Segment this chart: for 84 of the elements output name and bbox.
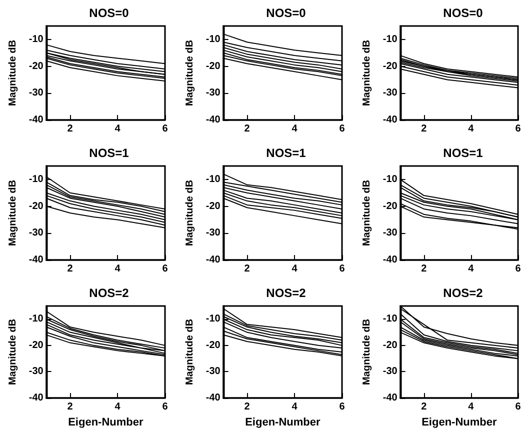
y-tick-label: -30 [28, 366, 44, 378]
y-tick-label: -40 [206, 254, 221, 266]
y-tick-label: -30 [206, 228, 221, 239]
y-tick-label: -10 [382, 174, 398, 185]
x-tick-label: 6 [339, 402, 346, 412]
x-axis-title: Eigen-Number [245, 416, 321, 428]
x-tick-label: 6 [162, 124, 168, 134]
x-tick-label: 6 [162, 402, 168, 412]
y-tick-label: -40 [206, 114, 221, 126]
chart-title: NOS=1 [443, 146, 484, 160]
y-axis-title: Magnitude dB [362, 180, 372, 246]
x-tick-label: 4 [292, 124, 298, 134]
x-tick-label: 4 [114, 124, 121, 134]
y-tick-label: -20 [28, 200, 44, 212]
x-tick-label: 2 [421, 264, 428, 274]
y-tick-label: -40 [206, 392, 221, 404]
x-tick-label: 4 [114, 264, 121, 274]
y-tick-label: -20 [28, 340, 44, 351]
y-axis-title: Magnitude dB [8, 40, 18, 106]
y-axis-title: Magnitude dB [184, 180, 196, 246]
chart-title: NOS=1 [89, 146, 130, 160]
y-tick-label: -20 [206, 60, 221, 72]
chart-title: NOS=2 [266, 286, 306, 300]
x-tick-label: 6 [515, 264, 522, 274]
x-tick-label: 6 [515, 124, 522, 134]
x-tick-label: 4 [292, 402, 298, 412]
x-tick-label: 4 [292, 264, 298, 274]
y-axis-title: Magnitude dB [8, 180, 18, 246]
chart-title: NOS=0 [89, 6, 130, 20]
y-axis-title: Magnitude dB [362, 40, 372, 106]
x-tick-label: 6 [339, 124, 346, 134]
x-axis-title: Eigen-Number [422, 416, 498, 428]
y-tick-label: -30 [28, 228, 44, 239]
y-tick-label: -20 [382, 200, 398, 212]
x-tick-label: 4 [468, 264, 474, 274]
x-tick-label: 6 [515, 402, 522, 412]
chart-title: NOS=1 [266, 146, 306, 160]
y-tick-label: -30 [382, 366, 398, 378]
y-tick-label: -10 [382, 34, 398, 45]
y-tick-label: -20 [382, 60, 398, 72]
x-tick-label: 2 [67, 402, 74, 412]
y-tick-label: -10 [206, 34, 221, 45]
chart-title: NOS=2 [443, 286, 484, 300]
x-tick-label: 4 [468, 402, 474, 412]
x-axis-title: Eigen-Number [68, 416, 144, 428]
y-axis-title: Magnitude dB [362, 318, 372, 386]
x-tick-label: 4 [468, 124, 474, 134]
y-tick-label: -20 [206, 200, 221, 212]
y-axis-title: Magnitude dB [184, 318, 196, 386]
y-tick-label: -20 [382, 340, 398, 351]
y-tick-label: -40 [382, 114, 398, 126]
chart-title: NOS=0 [443, 6, 484, 20]
chart-title: NOS=0 [266, 6, 306, 20]
x-tick-label: 2 [244, 124, 250, 134]
y-tick-label: -40 [28, 254, 44, 266]
y-tick-label: -40 [28, 114, 44, 126]
y-tick-label: -30 [382, 88, 398, 99]
x-tick-label: 2 [67, 124, 74, 134]
x-tick-label: 6 [162, 264, 168, 274]
chart-title: NOS=2 [89, 286, 130, 300]
y-tick-label: -20 [206, 340, 221, 351]
y-tick-label: -40 [382, 392, 398, 404]
y-tick-label: -30 [206, 88, 221, 99]
x-tick-label: 2 [67, 264, 74, 274]
y-tick-label: -10 [28, 314, 44, 325]
x-tick-label: 2 [244, 402, 250, 412]
y-tick-label: -40 [28, 392, 44, 404]
y-tick-label: -10 [206, 174, 221, 185]
y-tick-label: -20 [28, 60, 44, 72]
x-tick-label: 6 [339, 264, 346, 274]
y-tick-label: -10 [28, 174, 44, 185]
x-tick-label: 2 [244, 264, 250, 274]
y-tick-label: -10 [28, 34, 44, 45]
y-tick-label: -30 [28, 88, 44, 99]
y-tick-label: -30 [206, 366, 221, 378]
y-tick-label: -30 [382, 228, 398, 239]
y-tick-label: -10 [206, 314, 221, 325]
y-tick-label: -40 [382, 254, 398, 266]
y-axis-title: Magnitude dB [184, 40, 196, 106]
x-tick-label: 4 [114, 402, 121, 412]
x-tick-label: 2 [421, 124, 428, 134]
x-tick-label: 2 [421, 402, 428, 412]
y-tick-label: -10 [382, 314, 398, 325]
y-axis-title: Magnitude dB [8, 318, 18, 386]
